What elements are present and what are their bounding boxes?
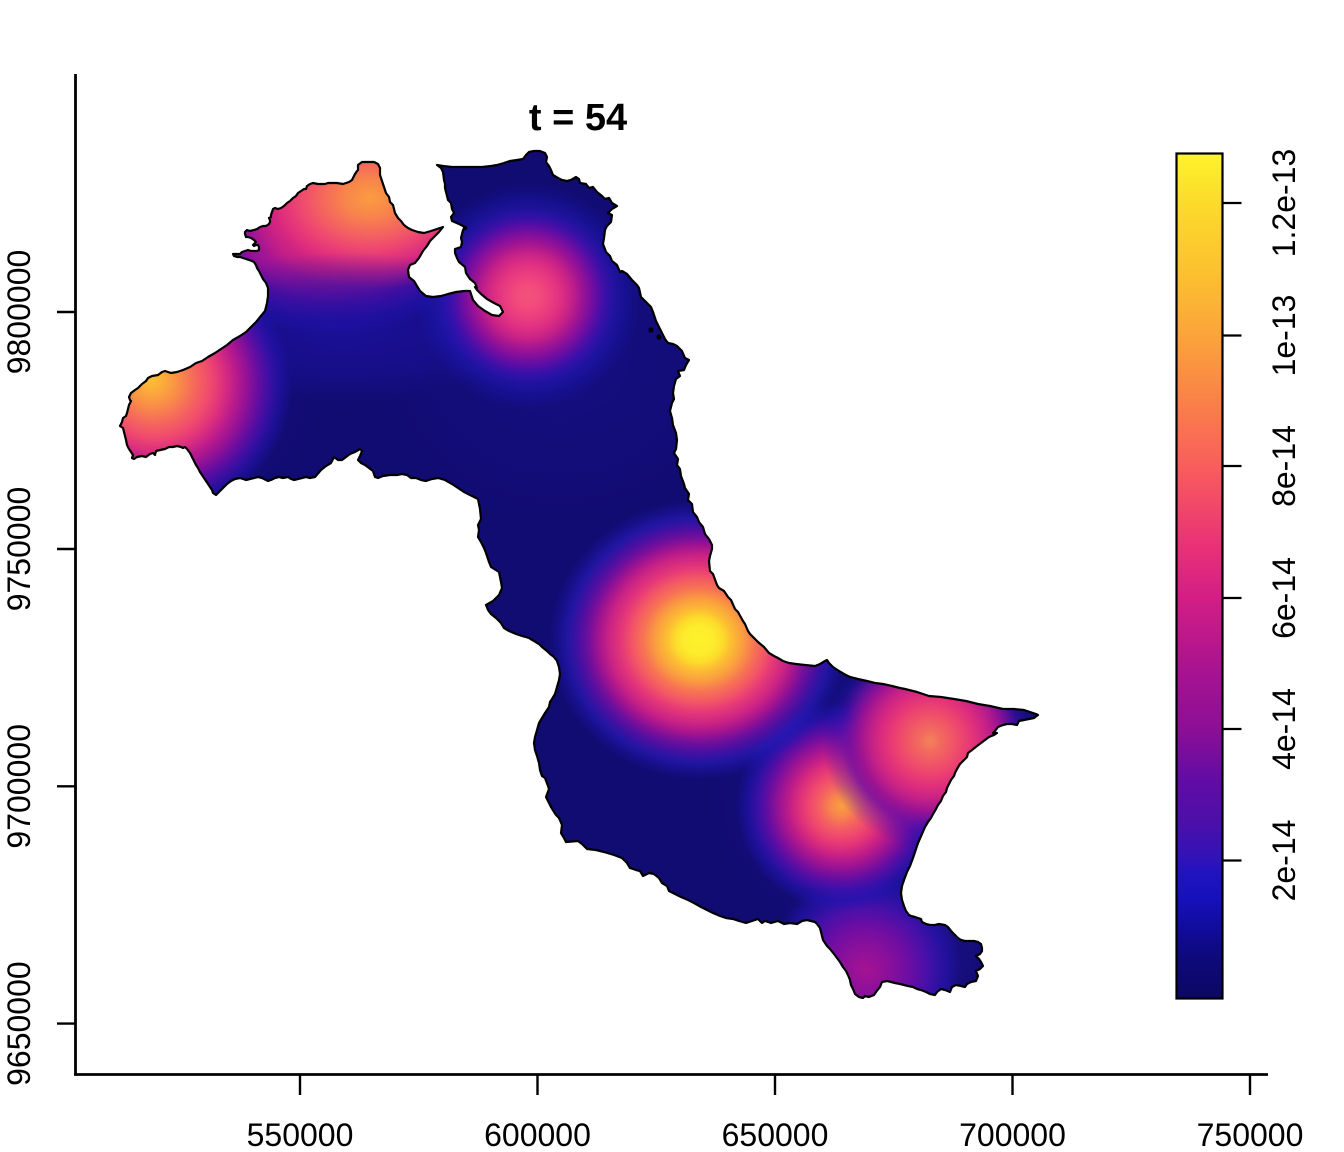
svg-text:9650000: 9650000 bbox=[1, 961, 37, 1086]
svg-text:6e-14: 6e-14 bbox=[1266, 557, 1302, 639]
svg-text:700000: 700000 bbox=[959, 1117, 1066, 1152]
svg-text:t = 54: t = 54 bbox=[529, 97, 627, 139]
svg-text:2e-14: 2e-14 bbox=[1266, 820, 1302, 902]
svg-text:650000: 650000 bbox=[722, 1117, 829, 1152]
svg-text:4e-14: 4e-14 bbox=[1266, 688, 1302, 770]
svg-text:550000: 550000 bbox=[247, 1117, 354, 1152]
svg-text:9700000: 9700000 bbox=[1, 724, 37, 849]
svg-text:9800000: 9800000 bbox=[1, 250, 37, 375]
svg-text:9750000: 9750000 bbox=[1, 487, 37, 612]
svg-text:600000: 600000 bbox=[484, 1117, 591, 1152]
svg-text:1.2e-13: 1.2e-13 bbox=[1266, 149, 1302, 258]
svg-text:1e-13: 1e-13 bbox=[1266, 295, 1302, 377]
svg-text:8e-14: 8e-14 bbox=[1266, 425, 1302, 507]
svg-text:750000: 750000 bbox=[1197, 1117, 1304, 1152]
